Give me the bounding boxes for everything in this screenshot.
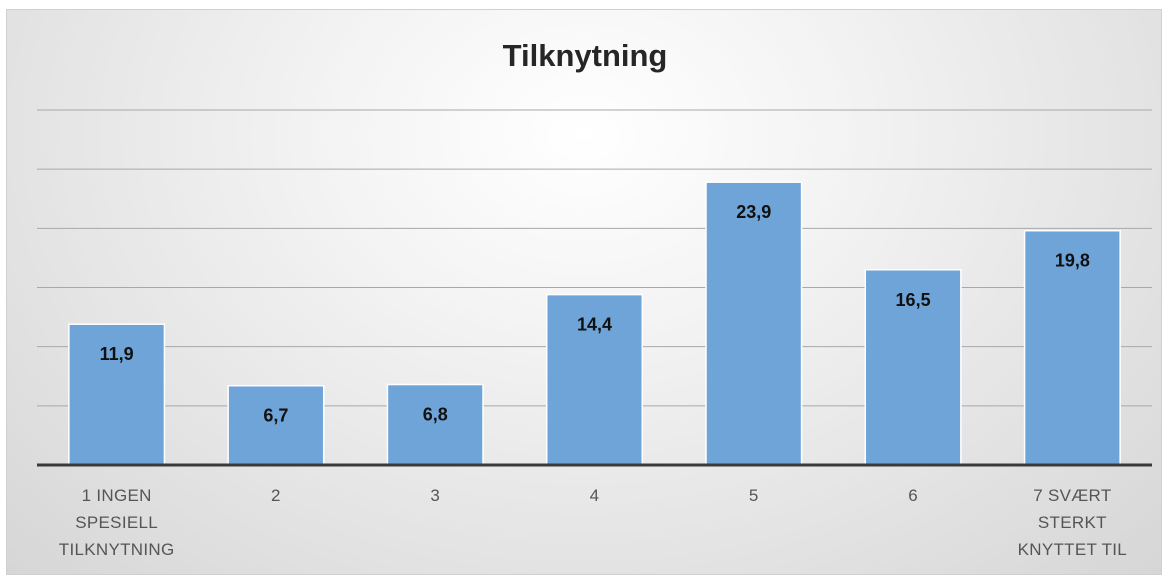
x-tick-label-line: 5 — [749, 486, 759, 505]
x-tick-label-line: 7 SVÆRT — [1033, 486, 1111, 505]
x-tick-label-line: 4 — [590, 486, 600, 505]
x-tick-label: 2 — [271, 486, 281, 505]
bar — [386, 383, 484, 466]
x-tick-label-line: TILKNYTNING — [59, 540, 175, 559]
bar — [545, 293, 644, 466]
x-tick-label: 5 — [749, 486, 759, 505]
data-label: 11,9 — [100, 344, 134, 364]
x-tick-label: 1 INGEN SPESIELL TILKNYTNING — [59, 486, 175, 559]
x-tick-label-line: STERKT — [1038, 513, 1107, 532]
x-tick-label-line: SPESIELL — [75, 513, 158, 532]
x-tick-label: 6 — [908, 486, 918, 505]
gridlines — [37, 109, 1152, 407]
x-tick-labels: 1 INGEN SPESIELL TILKNYTNING 2 3 4 5 6 7 SVÆRT ST… — [59, 486, 1127, 559]
x-tick-label-line: 6 — [908, 486, 918, 505]
data-label: 16,5 — [896, 290, 931, 310]
data-label: 23,9 — [736, 202, 771, 222]
data-label: 14,4 — [577, 315, 612, 335]
x-tick-label-line: 1 INGEN — [82, 486, 152, 505]
bar — [705, 181, 803, 466]
x-tick-label: 7 SVÆRT STERKT KNYTTET TIL — [1018, 486, 1127, 559]
bar — [227, 384, 325, 466]
chart-title: Tilknytning — [503, 38, 668, 73]
x-tick-label: 4 — [590, 486, 600, 505]
bar — [864, 269, 962, 466]
data-labels: 11,9 6,7 6,8 14,4 23,9 16,5 19,8 — [100, 202, 1090, 426]
bar — [1023, 229, 1121, 466]
x-tick-label-line: KNYTTET TIL — [1018, 540, 1127, 559]
data-label: 19,8 — [1055, 251, 1090, 271]
x-tick-label: 3 — [430, 486, 440, 505]
data-label: 6,7 — [263, 406, 288, 426]
x-tick-label-line: 3 — [430, 486, 440, 505]
bar-chart: 11,9 6,7 6,8 14,4 23,9 16,5 19,8 1 INGEN SPESIE… — [37, 38, 1152, 559]
x-tick-label-line: 2 — [271, 486, 281, 505]
bars — [68, 181, 1121, 466]
data-label: 6,8 — [423, 405, 448, 425]
chart-area: 11,9 6,7 6,8 14,4 23,9 16,5 19,8 1 INGEN SPESIE… — [6, 9, 1162, 575]
